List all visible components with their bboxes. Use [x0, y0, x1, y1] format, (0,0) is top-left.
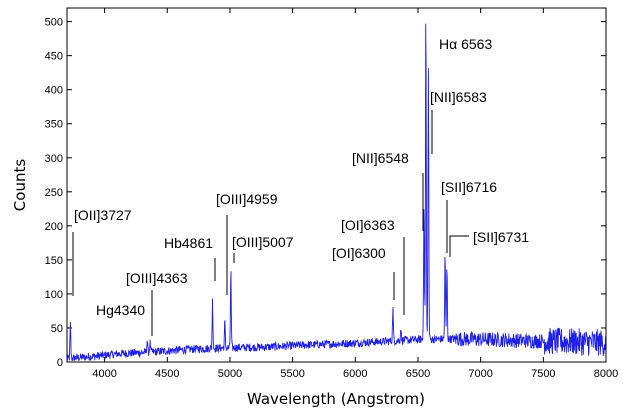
annotation-label: [SII]6731 — [473, 229, 529, 245]
annotation-label: [OIII]4959 — [216, 191, 278, 207]
annotation-leader — [449, 235, 469, 257]
annotation-label: Hb4861 — [164, 235, 213, 251]
y-tick-label: 350 — [45, 119, 63, 131]
y-tick-label: 250 — [45, 187, 63, 199]
y-tick-label: 500 — [45, 17, 63, 29]
annotation-label: [OIII]4363 — [126, 270, 188, 286]
y-tick-label: 400 — [45, 85, 63, 97]
x-tick-label: 6000 — [343, 368, 367, 380]
annotation-label: [NII]6583 — [430, 89, 487, 105]
annotation-label: [OI]6363 — [341, 217, 395, 233]
x-tick-label: 7000 — [468, 368, 492, 380]
y-tick-label: 50 — [51, 323, 63, 335]
x-tick-label: 5000 — [218, 368, 242, 380]
ticks-group: 4000 4500 5000 5500 6000 6500 7000 7500 8000 0 50 1… — [45, 8, 618, 380]
y-tick-label: 300 — [45, 153, 63, 165]
annotations-group: [OII]3727 Hg4340 [OIII]4363 Hb4861 [OIII]495… — [72, 36, 529, 336]
annotation-label: [NII]6548 — [352, 150, 409, 166]
annotation-label: Hg4340 — [96, 302, 145, 318]
y-tick-label: 200 — [45, 221, 63, 233]
annotation-label: [SII]6716 — [441, 179, 497, 195]
y-tick-label: 0 — [57, 357, 63, 369]
x-axis-label: Wavelength (Angstrom) — [247, 390, 425, 408]
x-tick-label: 6500 — [406, 368, 430, 380]
annotation-label: [OIII]5007 — [232, 234, 294, 250]
x-tick-label: 8000 — [594, 368, 618, 380]
x-tick-label: 7500 — [531, 368, 555, 380]
y-tick-label: 150 — [45, 255, 63, 267]
series-group — [66, 23, 607, 362]
y-tick-label: 100 — [45, 289, 63, 301]
plot-frame — [66, 7, 607, 363]
annotation-label: [OI]6300 — [332, 245, 386, 261]
y-tick-label: 450 — [45, 51, 63, 63]
annotation-label: Hα 6563 — [439, 36, 492, 52]
spectrum-line — [66, 23, 607, 362]
y-axis-label: Counts — [11, 159, 29, 212]
x-tick-label: 5500 — [280, 368, 304, 380]
x-tick-label: 4500 — [155, 368, 179, 380]
x-tick-label: 4000 — [92, 368, 116, 380]
annotation-label: [OII]3727 — [74, 207, 132, 223]
